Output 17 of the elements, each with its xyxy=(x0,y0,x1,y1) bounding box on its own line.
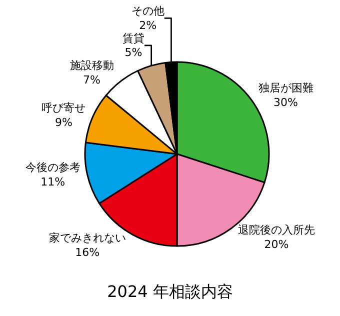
slice-label: 今後の参考 xyxy=(25,161,80,174)
text: 2024 年相談内容 xyxy=(107,282,233,302)
slice-label: 呼び寄せ xyxy=(42,102,86,115)
data-label: 20% xyxy=(264,238,289,252)
slice-label: その他 xyxy=(131,4,164,18)
slice-label: 賃貸 xyxy=(122,32,144,45)
slice-label: 家でみきれない xyxy=(48,231,126,244)
data-label: 2% xyxy=(139,18,157,32)
data-label: 30% xyxy=(274,96,298,109)
data-label: 11% xyxy=(40,175,66,188)
data-label: 16% xyxy=(75,246,100,259)
data-label: 9% xyxy=(54,116,72,129)
slice-label: 施設移動 xyxy=(70,59,114,72)
slice-label: 退院後の入所先 xyxy=(238,224,315,237)
data-label: 5% xyxy=(124,46,142,60)
data-label: 7% xyxy=(83,73,100,86)
slice-label: 独居が困難 xyxy=(258,82,314,95)
